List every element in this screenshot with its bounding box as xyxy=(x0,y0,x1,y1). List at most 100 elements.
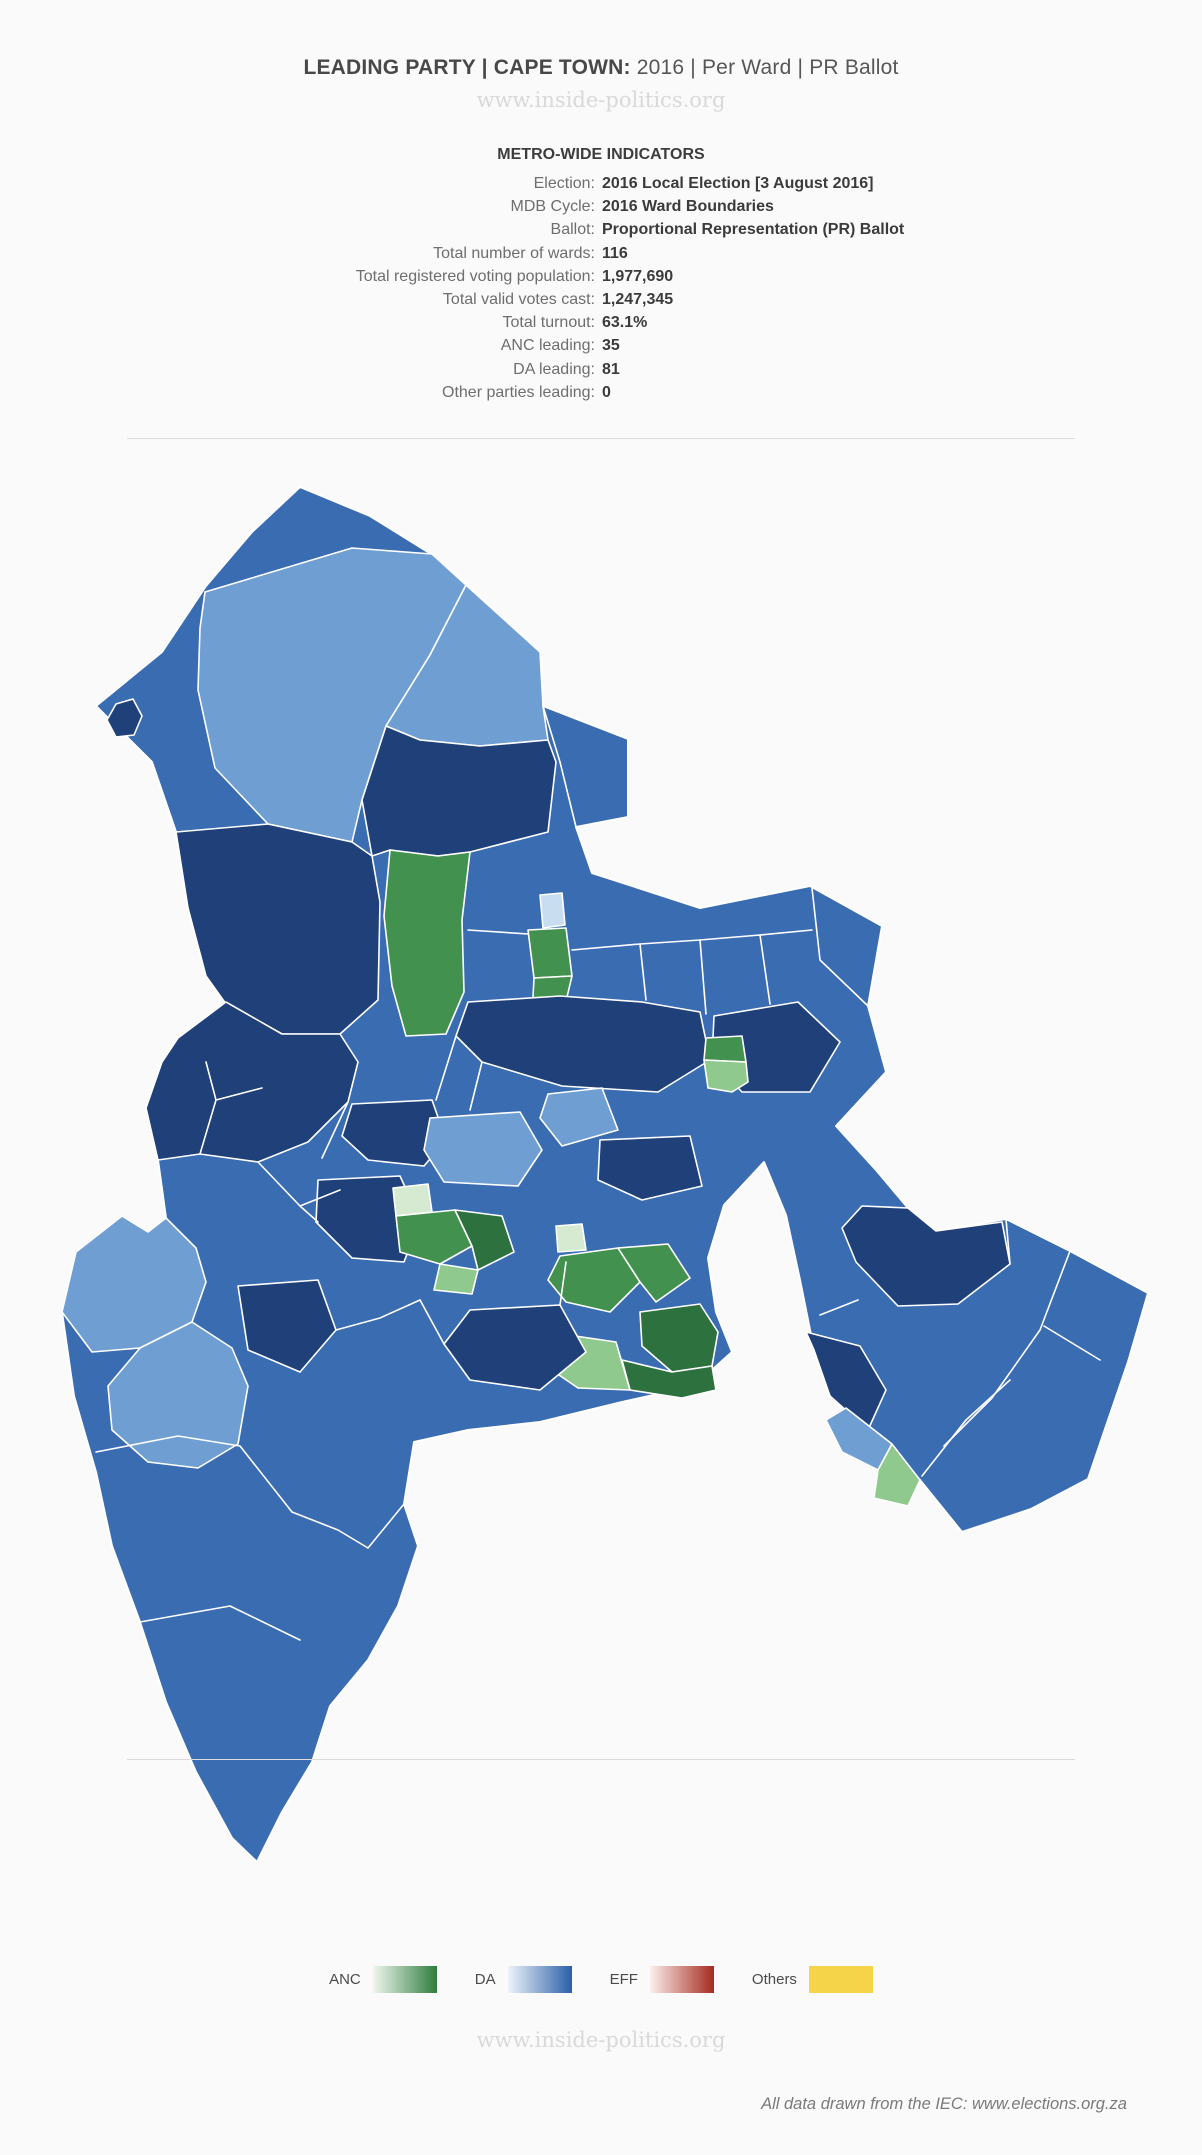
divider-bottom xyxy=(127,1759,1075,1760)
ward-boundary-13 xyxy=(215,1087,263,1101)
indicator-label: Total valid votes cast: xyxy=(442,291,595,309)
ward-boundary-5 xyxy=(759,934,771,1005)
indicators-heading: METRO-WIDE INDICATORS xyxy=(497,146,705,163)
legend-label: EFF xyxy=(609,1971,638,1988)
ward-strand-green xyxy=(873,1443,921,1507)
indicator-row: Other parties leading: 0 xyxy=(0,381,1202,404)
source-note: All data drawn from the IEC: www.electio… xyxy=(761,2095,1127,2113)
ward-boundary-20 xyxy=(139,1605,301,1641)
indicator-row: Election: 2016 Local Election [3 August 2… xyxy=(0,172,1202,195)
indicator-label: DA leading: xyxy=(513,360,595,378)
legend-item-anc: ANC xyxy=(329,1966,437,1993)
ward-boundary-16 xyxy=(559,1261,567,1306)
ward-green-strip xyxy=(383,849,471,1037)
ward-houtbay-light xyxy=(61,1215,207,1353)
indicator-row: Total registered voting population: 1,977… xyxy=(0,265,1202,288)
indicator-label: ANC leading: xyxy=(500,337,595,355)
indicator-value: 116 xyxy=(602,244,628,262)
ward-mid-light-2 xyxy=(539,1087,619,1147)
party-legend: ANC DA EFF Others xyxy=(0,1966,1202,1993)
ward-band-dark-3 xyxy=(341,1099,447,1167)
indicator-value: 1,247,345 xyxy=(602,291,674,309)
watermark-bottom: www.inside-politics.org xyxy=(476,2028,726,2052)
ward-boundary-15 xyxy=(419,1299,445,1345)
indicator-label: Other parties leading: xyxy=(442,383,595,401)
ward-boundary-8 xyxy=(469,1061,483,1111)
ward-boundary-6 xyxy=(811,887,869,1007)
divider-top xyxy=(127,438,1075,439)
ward-central-dark-cluster xyxy=(361,725,557,857)
ward-mfuleni-a xyxy=(703,1035,747,1063)
indicator-value: 81 xyxy=(602,360,620,378)
legend-label: ANC xyxy=(329,1971,361,1988)
ward-boundary-0 xyxy=(542,705,577,828)
ward-boundary-18 xyxy=(291,1511,369,1549)
ward-westcoast-dark xyxy=(175,823,381,1035)
indicator-row: Total turnout: 63.1% xyxy=(0,311,1202,334)
watermark-top: www.inside-politics.org xyxy=(476,88,726,112)
ward-gug-mid xyxy=(395,1209,473,1265)
ward-boundary-14 xyxy=(335,1299,421,1331)
ward-boundary-24 xyxy=(921,1379,1011,1477)
indicator-value: 0 xyxy=(602,383,611,401)
legend-swatch-anc xyxy=(372,1966,437,1993)
ward-mid-light-1 xyxy=(423,1111,543,1187)
ward-pale-blue xyxy=(539,892,566,929)
ward-boundary-19 xyxy=(367,1503,405,1549)
legend-label: Others xyxy=(751,1971,797,1988)
indicator-row: Total valid votes cast: 1,247,345 xyxy=(0,288,1202,311)
ward-pale-green-1 xyxy=(392,1183,433,1217)
ward-khay-mid-2 xyxy=(617,1243,691,1303)
ward-boundary-17 xyxy=(95,1435,293,1513)
ward-constantia-light xyxy=(107,1321,249,1469)
indicator-label: Total turnout: xyxy=(502,314,596,332)
ward-boundary-11 xyxy=(321,1101,349,1159)
indicator-value: 1,977,690 xyxy=(602,267,674,285)
legend-label: DA xyxy=(474,1971,496,1988)
ward-boundary-22 xyxy=(943,1250,1071,1447)
page-title: LEADING PARTY | CAPE TOWN: 2016 | Per Wa… xyxy=(0,56,1202,80)
ward-mfuleni-b xyxy=(703,1059,749,1093)
legend-item-da: DA xyxy=(475,1966,572,1993)
ward-arm-dark xyxy=(841,1205,1011,1307)
metro-indicators-list: Election: 2016 Local Election [3 August 2… xyxy=(0,172,1202,404)
ward-south-dark-2 xyxy=(237,1279,337,1373)
indicator-label: Total registered voting population: xyxy=(355,267,595,285)
ward-pale-green-2 xyxy=(555,1223,587,1253)
ward-boundary-23 xyxy=(1043,1325,1101,1361)
ward-gug-light xyxy=(433,1263,479,1295)
page-title-bold: LEADING PARTY | CAPE TOWN: xyxy=(303,56,631,79)
legend-item-eff: EFF xyxy=(610,1966,714,1993)
indicator-label: Election: xyxy=(533,175,595,192)
page-title-rest: 2016 | Per Ward | PR Ballot xyxy=(630,56,899,79)
robben-island xyxy=(106,698,143,738)
legend-swatch-da xyxy=(507,1966,572,1993)
ward-boundary-3 xyxy=(639,943,647,1001)
indicator-row: Total number of wards: 116 xyxy=(0,242,1202,265)
indicator-value: 35 xyxy=(602,337,620,355)
legend-swatch-others xyxy=(808,1966,873,1993)
ward-band-dark-4 xyxy=(597,1135,703,1201)
indicator-row: MDB Cycle: 2016 Ward Boundaries xyxy=(0,195,1202,218)
indicator-label: MDB Cycle: xyxy=(510,198,595,216)
indicator-value: 2016 Local Election [3 August 2016] xyxy=(602,175,874,192)
indicator-row: Ballot: Proportional Representation (PR) … xyxy=(0,218,1202,241)
ward-ne-green-a xyxy=(527,927,573,979)
indicator-label: Total number of wards: xyxy=(433,244,595,262)
ward-boundary-21 xyxy=(1005,1218,1011,1265)
legend-swatch-eff xyxy=(649,1966,714,1993)
ward-boundary-7 xyxy=(435,1035,457,1101)
legend-item-others: Others xyxy=(752,1966,873,1993)
ward-gug-dark xyxy=(454,1209,515,1271)
indicator-row: DA leading: 81 xyxy=(0,358,1202,381)
indicator-value: 63.1% xyxy=(602,314,648,332)
indicator-value: 2016 Ward Boundaries xyxy=(602,198,774,216)
indicator-label: Ballot: xyxy=(550,221,595,239)
ward-boundary-4 xyxy=(699,939,707,1015)
indicator-row: ANC leading: 35 xyxy=(0,334,1202,357)
indicator-value: Proportional Representation (PR) Ballot xyxy=(602,221,905,239)
ward-boundary-1 xyxy=(467,929,529,935)
ward-band-dark-1 xyxy=(455,995,711,1093)
ward-boundary-25 xyxy=(819,1299,859,1316)
